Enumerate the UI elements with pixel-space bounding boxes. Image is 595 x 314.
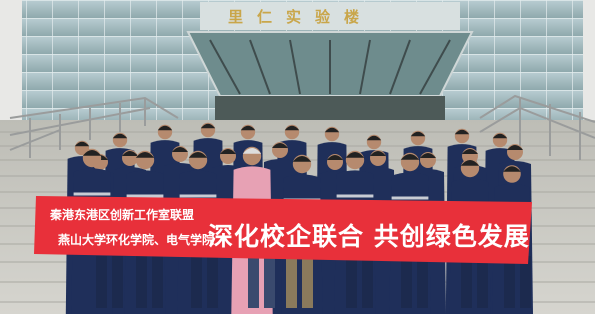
photo: 里仁实验楼 秦港东港区创新工作室联盟 燕山大学环化学院、电气学院 深化校企联合 … [0,0,595,314]
person-legs [286,256,297,308]
reflective-stripe [127,195,164,198]
reflective-stripe [74,193,111,196]
pillar [0,0,22,140]
banner-left-line-2: 燕山大学环化学院、电气学院 [58,232,214,247]
building-sign: 里仁实验楼 [228,8,373,26]
person-legs [264,256,275,308]
person-legs [477,256,488,308]
person-legs [504,256,515,308]
person-legs [362,256,373,308]
person-legs [112,256,123,308]
entrance [215,96,445,124]
reflective-stripe [392,197,429,200]
person-legs [302,256,313,308]
person-legs [136,256,147,308]
person-legs [248,256,259,308]
person-legs [152,256,163,308]
person-legs [191,256,202,308]
person-legs [461,256,472,308]
person-legs [207,256,218,308]
person-legs [96,256,107,308]
person-legs [401,256,412,308]
reflective-stripe [180,195,217,198]
person-legs [346,256,357,308]
banner-slogan: 深化校企联合 共创绿色发展 [208,222,530,251]
reflective-stripe [337,195,374,198]
person-legs [417,256,428,308]
banner-left-line-1: 秦港东港区创新工作室联盟 [49,207,194,222]
